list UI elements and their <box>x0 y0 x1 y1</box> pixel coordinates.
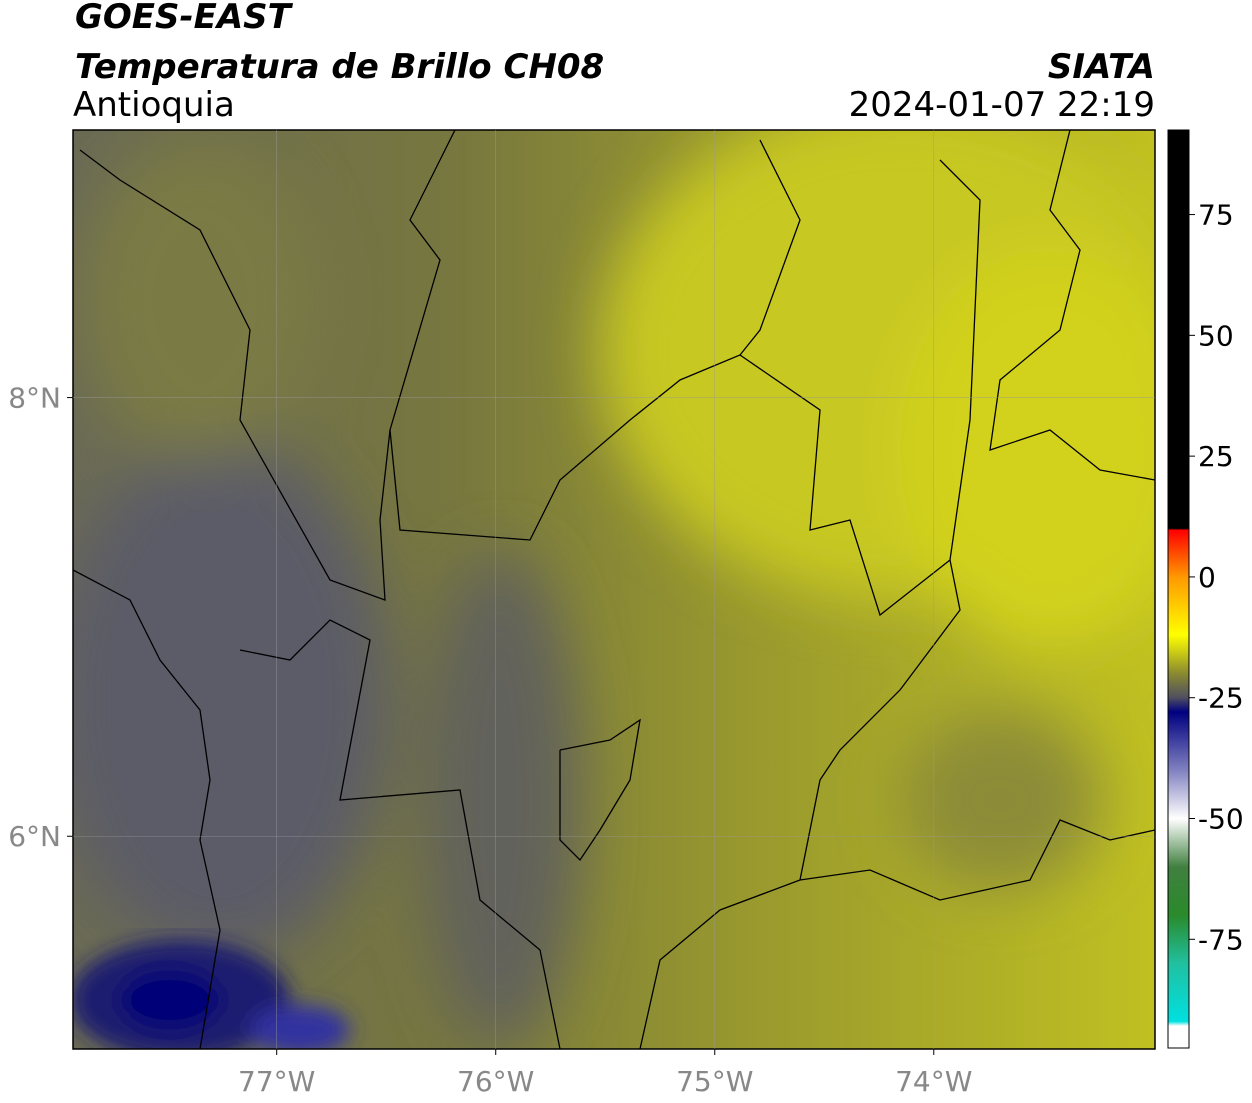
org: SIATA <box>1048 47 1155 87</box>
colorbar <box>1167 129 1190 1049</box>
x-tick-label: 77°W <box>238 1065 315 1098</box>
colorbar-tick-label: -75 <box>1198 923 1244 956</box>
x-tick-label: 76°W <box>457 1065 534 1098</box>
colorbar-tick-label: 0 <box>1198 561 1216 594</box>
colorbar-tick-label: 25 <box>1198 440 1234 473</box>
colorbar-tick-label: 50 <box>1198 319 1234 352</box>
axes: 77°W 76°W 75°W 74°W 8°N 6°N 75 50 25 0 -25 -50 -75 <box>8 130 1244 1098</box>
subtitle: Temperatura de Brillo CH08 <box>75 47 604 87</box>
colorbar-tick-label: -50 <box>1198 803 1244 836</box>
colorbar-tick-label: 75 <box>1198 199 1234 232</box>
y-tick-label: 6°N <box>8 820 61 853</box>
x-tick-label: 74°W <box>895 1065 972 1098</box>
region: Antioquia <box>73 85 235 125</box>
y-tick-label: 8°N <box>8 382 61 415</box>
x-tick-label: 75°W <box>676 1065 753 1098</box>
title: GOES-EAST <box>75 0 294 37</box>
map-frame <box>72 129 1156 1050</box>
map-field <box>73 130 1155 1049</box>
datetime: 2024-01-07 22:19 <box>849 85 1155 125</box>
colorbar-tick-label: -25 <box>1198 682 1244 715</box>
